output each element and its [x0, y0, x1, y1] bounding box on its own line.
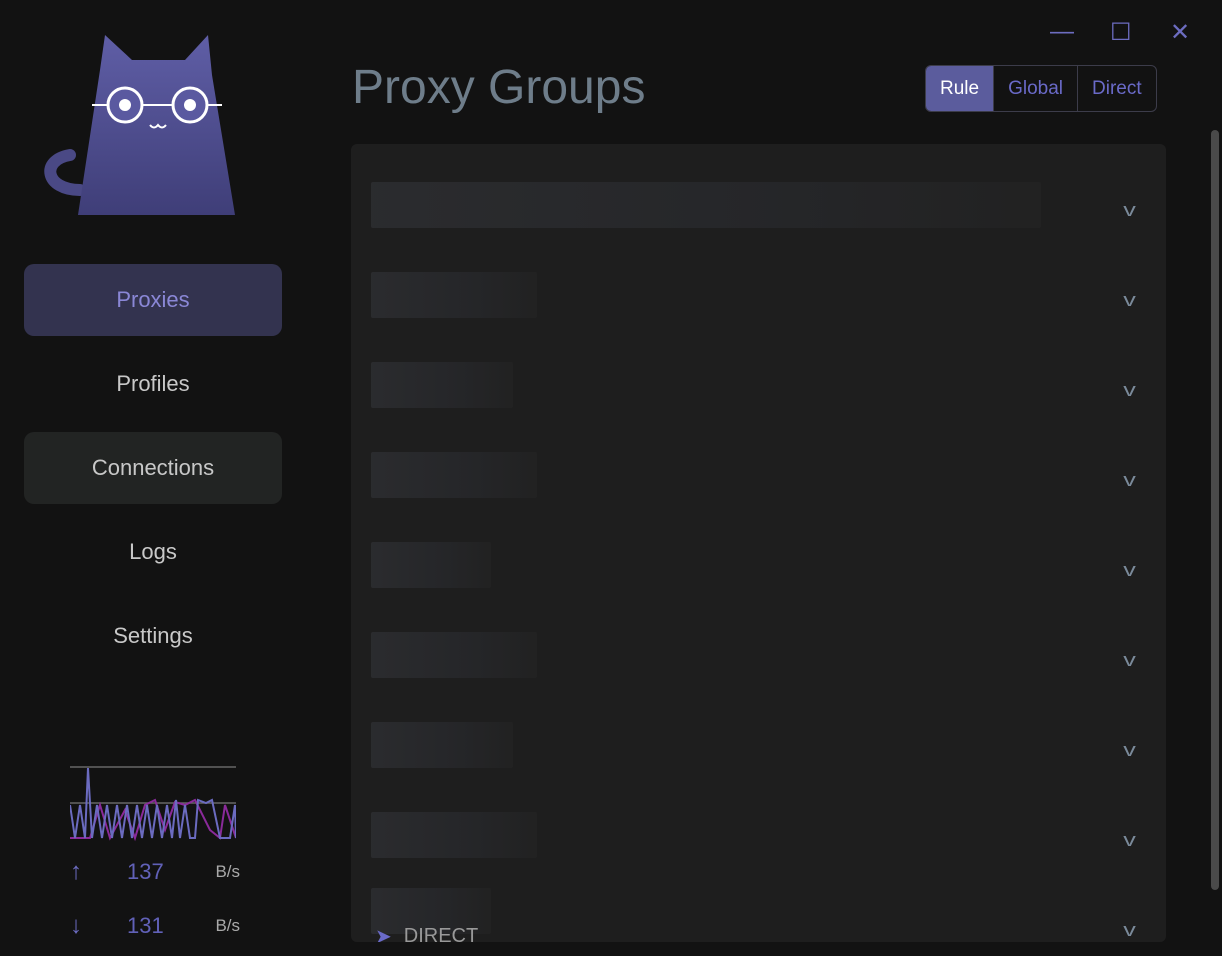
redacted-content — [371, 542, 491, 588]
redacted-content — [371, 452, 537, 498]
download-value: 131 — [127, 913, 164, 938]
download-speed: ↓ 131 B/s — [70, 912, 240, 940]
proxy-group-row[interactable]: v — [351, 516, 1166, 606]
sidebar-item-profiles[interactable]: Profiles — [116, 371, 190, 396]
redacted-content — [371, 722, 513, 768]
mode-direct-button[interactable]: Direct — [1077, 66, 1156, 111]
chevron-down-icon[interactable]: v — [1123, 830, 1136, 850]
maximize-icon[interactable]: ☐ — [1110, 19, 1132, 46]
proxy-group-row[interactable]: v — [351, 876, 1166, 942]
cat-logo — [44, 35, 235, 215]
download-unit: B/s — [215, 916, 240, 935]
proxy-group-row[interactable]: v — [351, 426, 1166, 516]
redacted-content — [371, 182, 1041, 228]
proxy-group-row[interactable]: v — [351, 156, 1166, 246]
proxy-group-row[interactable]: v — [351, 246, 1166, 336]
chevron-down-icon[interactable]: v — [1123, 380, 1136, 400]
send-icon: ➤ — [375, 926, 392, 942]
chevron-down-icon[interactable]: v — [1123, 920, 1136, 940]
upload-line — [70, 767, 236, 839]
chevron-down-icon[interactable]: v — [1123, 560, 1136, 580]
selected-proxy-name: DIRECT — [403, 925, 479, 942]
redacted-content — [371, 632, 537, 678]
redacted-content — [371, 272, 537, 318]
arrow-up-icon: ↑ — [70, 858, 82, 885]
chevron-down-icon[interactable]: v — [1123, 650, 1136, 670]
proxy-group-row[interactable]: v — [351, 786, 1166, 876]
close-icon[interactable]: ✕ — [1170, 19, 1191, 46]
mode-global-button[interactable]: Global — [993, 66, 1077, 111]
arrow-down-icon: ↓ — [70, 912, 82, 939]
proxy-group-row[interactable]: v — [351, 606, 1166, 696]
selected-proxy: ➤ DIRECT — [375, 924, 478, 942]
sidebar-item-settings[interactable]: Settings — [113, 623, 193, 648]
proxy-group-row[interactable]: v — [351, 336, 1166, 426]
redacted-content — [371, 362, 513, 408]
upload-speed: ↑ 137 B/s — [70, 858, 240, 886]
mode-rule-button[interactable]: Rule — [926, 66, 994, 111]
sidebar-item-proxies[interactable]: Proxies — [24, 264, 282, 336]
redacted-content — [371, 812, 537, 858]
sidebar-item-connections[interactable]: Connections — [24, 432, 282, 504]
chevron-down-icon[interactable]: v — [1123, 740, 1136, 760]
upload-unit: B/s — [215, 862, 240, 881]
scrollbar[interactable] — [1211, 130, 1219, 890]
proxy-group-list: v v v v v v v v v ➤ DIRECT — [351, 144, 1166, 942]
sidebar: Proxies Profiles Connections Logs Settin… — [0, 0, 306, 956]
mode-switch: Rule Global Direct — [925, 65, 1157, 112]
traffic-graph — [70, 766, 236, 842]
page-title: Proxy Groups — [352, 61, 646, 114]
redacted-content — [371, 888, 491, 934]
chevron-down-icon[interactable]: v — [1123, 200, 1136, 220]
sidebar-item-logs[interactable]: Logs — [129, 539, 177, 564]
upload-value: 137 — [127, 859, 164, 884]
proxy-group-row[interactable]: v — [351, 696, 1166, 786]
chevron-down-icon[interactable]: v — [1123, 470, 1136, 490]
minimize-icon[interactable]: — — [1050, 18, 1074, 45]
chevron-down-icon[interactable]: v — [1123, 290, 1136, 310]
